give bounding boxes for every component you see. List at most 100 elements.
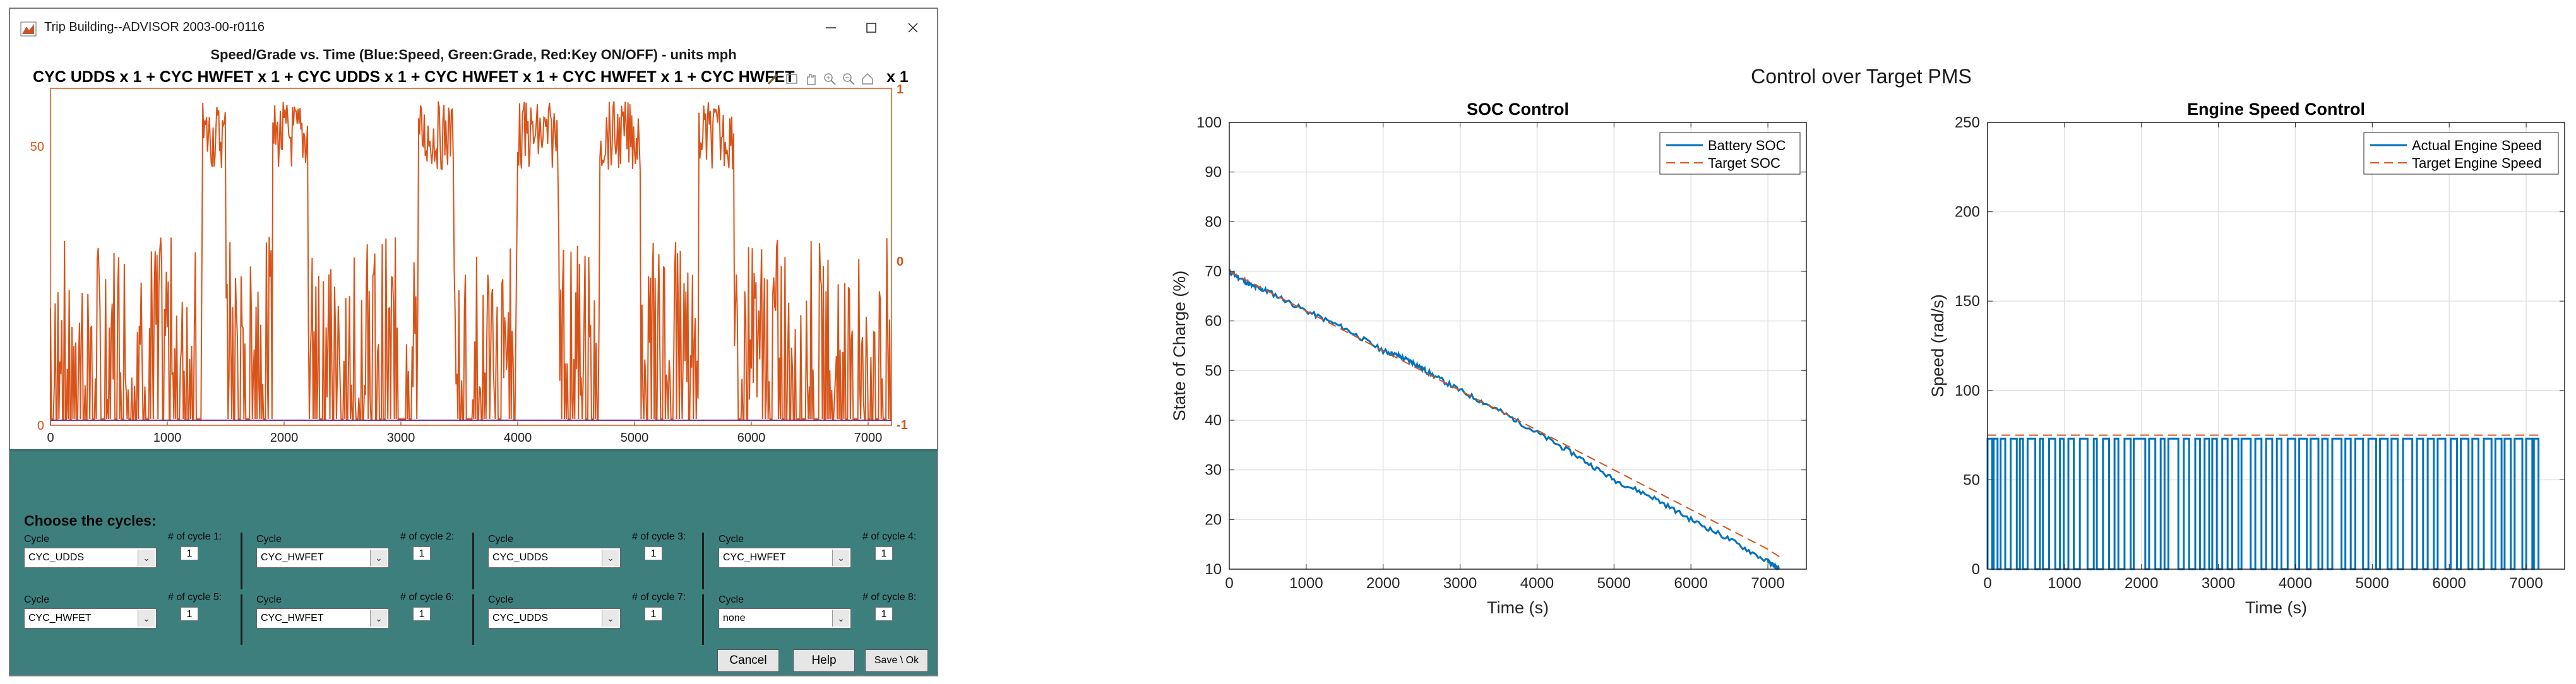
- engine-speed-control-chart: 0 1000 2000 3000 4000 5000 6000 7000 0 50 100 150 20…: [1928, 100, 2565, 617]
- help-button[interactable]: Help: [793, 649, 855, 672]
- x-tick-label: 2000: [270, 431, 299, 445]
- x-tick-label: 5000: [2356, 575, 2389, 592]
- cycle-count-label: # of cycle 3:: [632, 531, 686, 542]
- cycle-group-5: Cycle # of cycle 5: CYC_HWFET ⌄ 1: [18, 588, 239, 675]
- x-axis-label: Time (s): [2245, 598, 2307, 617]
- save-ok-button[interactable]: Save \ Ok: [865, 649, 928, 672]
- cycle-select-value: CYC_HWFET: [261, 613, 324, 623]
- minimize-button[interactable]: [813, 15, 849, 40]
- cycle-select-6[interactable]: CYC_HWFET ⌄: [256, 608, 389, 628]
- y-tick-label: 50: [1205, 362, 1222, 379]
- chevron-down-icon[interactable]: ⌄: [832, 550, 849, 566]
- cycle-select-value: CYC_HWFET: [28, 613, 92, 623]
- cycle-count-label: # of cycle 2:: [400, 531, 455, 542]
- chevron-down-icon[interactable]: ⌄: [370, 550, 387, 566]
- axes-box: [1229, 122, 1807, 570]
- data-tip-icon[interactable]: [784, 71, 800, 87]
- y-tick-label: 70: [1205, 263, 1222, 280]
- cycle-group-7: Cycle # of cycle 7: CYC_UDDS ⌄ 1: [482, 588, 703, 675]
- cycle-select-value: CYC_HWFET: [261, 552, 324, 563]
- title-bar: Trip Building--ADVISOR 2003-00-r0116: [10, 9, 937, 49]
- cycle-select-value: none: [723, 613, 746, 623]
- brush-icon[interactable]: [765, 71, 781, 87]
- cycle-group-4: Cycle # of cycle 4: CYC_HWFET ⌄ 1: [712, 528, 933, 641]
- pan-hand-icon[interactable]: [802, 71, 819, 87]
- cycle-select-3[interactable]: CYC_UDDS ⌄: [488, 548, 621, 568]
- chevron-down-icon[interactable]: ⌄: [832, 610, 849, 627]
- cycle-count-label: # of cycle 6:: [400, 592, 455, 603]
- cycle-select-8[interactable]: none ⌄: [719, 608, 851, 628]
- cycle-label: Cycle: [256, 594, 282, 605]
- zoom-in-icon[interactable]: [821, 71, 838, 87]
- cycle-count-input-6[interactable]: 1: [413, 607, 431, 621]
- y-tick-label: 200: [1955, 204, 1980, 221]
- cycle-group-3: Cycle # of cycle 3: CYC_UDDS ⌄ 1: [482, 528, 703, 641]
- series-line-2: [1229, 271, 1780, 558]
- group-divider: [241, 594, 242, 645]
- cycle-select-value: CYC_UDDS: [492, 552, 549, 563]
- x-tick-label: 0: [1983, 575, 1991, 592]
- cycle-count-input-8[interactable]: 1: [875, 607, 893, 621]
- cycle-count-label: # of cycle 5:: [168, 592, 222, 603]
- zoom-out-icon[interactable]: [840, 71, 857, 87]
- chevron-down-icon[interactable]: ⌄: [602, 610, 619, 627]
- x-tick-label: 5000: [621, 431, 649, 445]
- cycle-label: Cycle: [24, 534, 50, 545]
- chevron-down-icon[interactable]: ⌄: [370, 610, 387, 627]
- cycle-group-1: Cycle # of cycle 1: CYC_UDDS ⌄ 1: [18, 528, 239, 641]
- cycle-count-input-2[interactable]: 1: [413, 546, 431, 560]
- cycle-select-value: CYC_UDDS: [492, 613, 549, 623]
- legend-label: Target SOC: [1708, 155, 1780, 171]
- cycle-label: Cycle: [24, 594, 50, 605]
- x-tick-label: 1000: [1289, 575, 1323, 592]
- y-tick-label: 90: [1205, 164, 1222, 181]
- y-tick-label: 100: [1955, 382, 1980, 399]
- cycle-count-input-5[interactable]: 1: [181, 607, 198, 621]
- cycle-count-input-7[interactable]: 1: [645, 607, 662, 621]
- x-tick-label: 0: [47, 431, 54, 445]
- cycle-select-5[interactable]: CYC_HWFET ⌄: [24, 608, 157, 628]
- cycle-sequence-title: CYC UDDS x 1 + CYC HWFET x 1 + CYC UDDS …: [33, 68, 795, 86]
- x-tick-label: 1000: [153, 431, 182, 445]
- cancel-button[interactable]: Cancel: [717, 649, 779, 672]
- plot-title: Speed/Grade vs. Time (Blue:Speed, Green:…: [210, 47, 737, 62]
- x-tick-label: 2000: [2125, 575, 2158, 592]
- cycle-group-2: Cycle # of cycle 2: CYC_HWFET ⌄ 1: [250, 528, 471, 641]
- axes-box: [1987, 122, 2565, 570]
- y-tick-label: 80: [1205, 213, 1222, 230]
- x-tick-label: 6000: [1674, 575, 1708, 592]
- group-divider: [702, 533, 704, 589]
- cycle-count-input-1[interactable]: 1: [181, 546, 198, 560]
- y-tick-label: 0: [1972, 561, 1980, 578]
- cycle-label: Cycle: [719, 594, 744, 605]
- legend-label: Actual Engine Speed: [2412, 138, 2542, 153]
- cycle-select-1[interactable]: CYC_UDDS ⌄: [24, 548, 157, 568]
- window-title: Trip Building--ADVISOR 2003-00-r0116: [44, 20, 265, 34]
- y-tick-label: 20: [1205, 511, 1222, 528]
- soc-control-chart: 0 1000 2000 3000 4000 5000 6000 7000 10 20 30 40 50 6…: [1170, 100, 1807, 617]
- x-tick-label: 7000: [854, 431, 883, 445]
- cycle-count-input-4[interactable]: 1: [875, 546, 893, 560]
- chevron-down-icon[interactable]: ⌄: [138, 610, 155, 627]
- cycle-select-7[interactable]: CYC_UDDS ⌄: [488, 608, 621, 628]
- chart-title: SOC Control: [1467, 100, 1569, 119]
- cycle-select-4[interactable]: CYC_HWFET ⌄: [719, 548, 851, 568]
- legend-box: [2363, 132, 2559, 175]
- group-divider: [241, 533, 242, 589]
- axes-toolbar: [765, 71, 876, 87]
- close-button[interactable]: [895, 15, 931, 40]
- control-figure: Control over Target PMS 0 1000 2000 3000 400…: [1170, 65, 2565, 617]
- cycle-select-value: CYC_UDDS: [28, 552, 85, 563]
- x-tick-label: 4000: [2279, 575, 2312, 592]
- home-icon[interactable]: [859, 71, 876, 87]
- group-divider: [472, 533, 474, 589]
- y-tick-label: 60: [1205, 313, 1222, 330]
- cycle-select-2[interactable]: CYC_HWFET ⌄: [256, 548, 389, 568]
- x-tick-label: 6000: [737, 431, 766, 445]
- chevron-down-icon[interactable]: ⌄: [138, 550, 155, 566]
- chevron-down-icon[interactable]: ⌄: [602, 550, 619, 566]
- cycle-label: Cycle: [488, 594, 514, 605]
- maximize-button[interactable]: [854, 15, 889, 40]
- cycle-count-input-3[interactable]: 1: [645, 546, 662, 560]
- speed-trace: [50, 101, 891, 420]
